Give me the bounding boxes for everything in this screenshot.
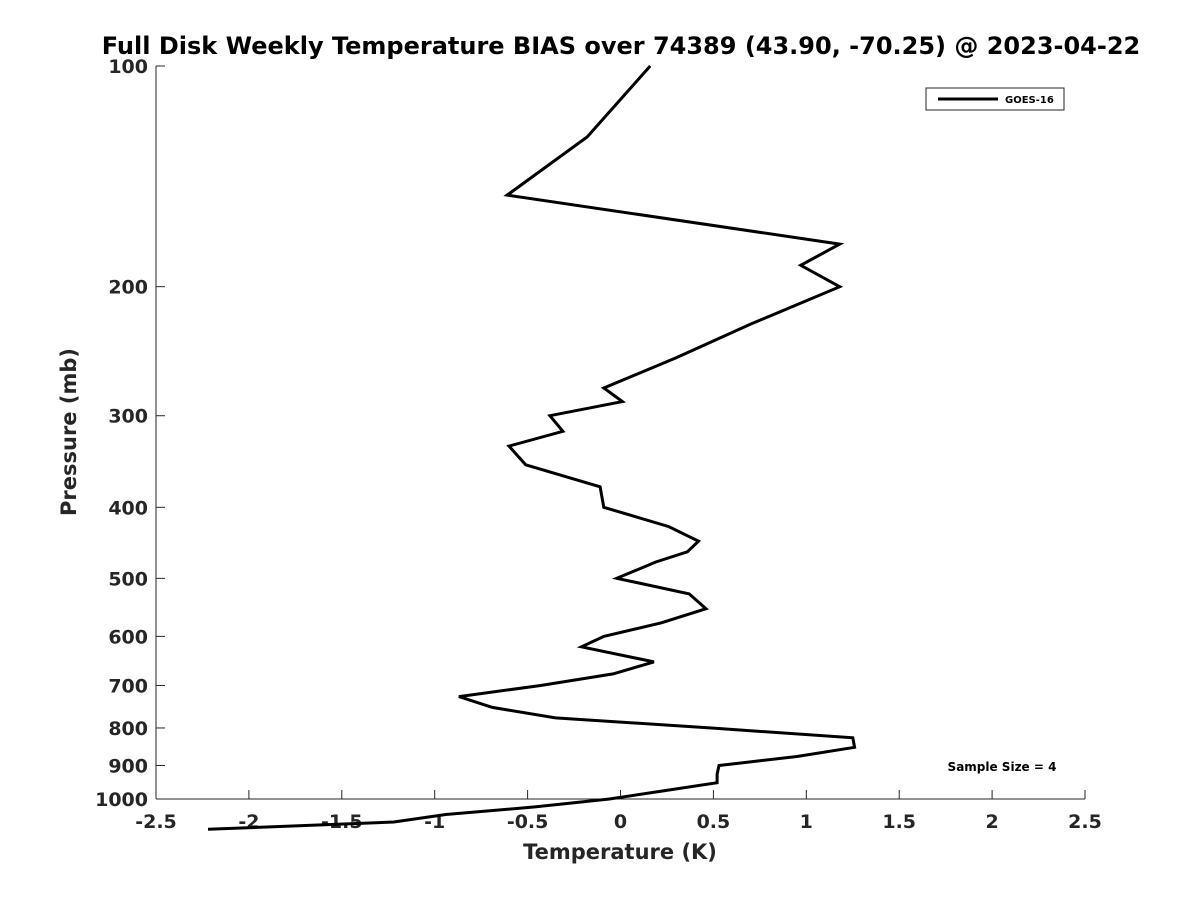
y-tick-label: 800: [108, 718, 148, 740]
chart-title: Full Disk Weekly Temperature BIAS over 7…: [102, 32, 1141, 60]
y-tick-label: 100: [108, 56, 148, 78]
y-tick-label: 700: [108, 675, 148, 697]
series-layer: [207, 65, 857, 831]
x-tick-label: 0: [614, 811, 627, 833]
plot-background: [156, 66, 1085, 799]
plot-area: -2.5 -2 -1.5 -1 -0.5 0 0.5 1 1.5 2 2.5 10020030040…: [95, 56, 1102, 833]
x-tick-label: 1: [800, 811, 813, 833]
x-tick-label: -0.5: [507, 811, 549, 833]
legend-label: GOES-16: [1005, 95, 1054, 106]
y-tick-label: 1000: [95, 789, 148, 811]
legend: GOES-16: [925, 87, 1065, 111]
x-axis-label: Temperature (K): [523, 840, 717, 864]
x-tick-label: -1.5: [321, 811, 363, 833]
x-tick-label: -2: [238, 811, 259, 833]
sample-size-annotation: Sample Size = 4: [948, 760, 1057, 774]
y-tick-label: 900: [108, 755, 148, 777]
x-tick-label: 2.5: [1068, 811, 1102, 833]
y-tick-label: 500: [108, 568, 148, 590]
y-tick-label: 300: [108, 406, 148, 428]
series-line-goes-16: [207, 65, 857, 831]
x-tick-label: -2.5: [135, 811, 177, 833]
y-axis-ticks: 100 200 300 400 500 600 700 800 900 1000: [95, 56, 165, 811]
y-tick-label: 400: [108, 497, 148, 519]
y-tick-label: 600: [108, 626, 148, 648]
y-axis-label: Pressure (mb): [57, 348, 81, 516]
y-tick-label: 200: [108, 277, 148, 299]
x-tick-label: 2: [985, 811, 998, 833]
x-tick-label: 1.5: [882, 811, 916, 833]
x-tick-label: 0.5: [697, 811, 731, 833]
